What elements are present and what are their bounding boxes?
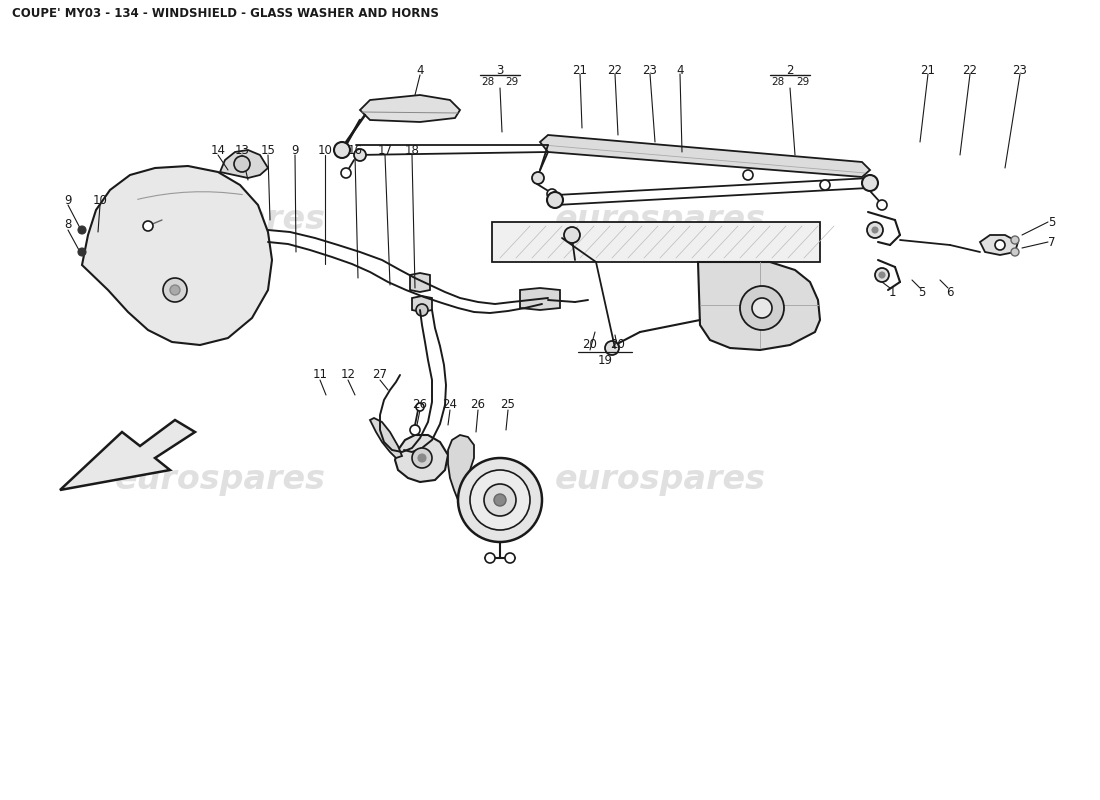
Polygon shape (82, 166, 272, 345)
Circle shape (234, 156, 250, 172)
Text: COUPE' MY03 - 134 - WINDSHIELD - GLASS WASHER AND HORNS: COUPE' MY03 - 134 - WINDSHIELD - GLASS W… (12, 7, 439, 20)
Text: 12: 12 (341, 369, 355, 382)
Text: 4: 4 (676, 63, 684, 77)
Circle shape (872, 227, 878, 233)
Circle shape (494, 494, 506, 506)
Polygon shape (520, 288, 560, 310)
Circle shape (820, 180, 830, 190)
Text: eurospares: eurospares (114, 463, 326, 497)
Text: 8: 8 (64, 218, 72, 231)
Text: 25: 25 (500, 398, 516, 411)
Text: 20: 20 (610, 338, 626, 351)
Circle shape (354, 149, 366, 161)
Text: 24: 24 (442, 398, 458, 411)
Circle shape (547, 192, 563, 208)
Text: 27: 27 (373, 369, 387, 382)
Text: 13: 13 (234, 143, 250, 157)
Text: 3: 3 (496, 63, 504, 77)
Circle shape (1011, 236, 1019, 244)
Text: 10: 10 (92, 194, 108, 206)
Circle shape (78, 248, 86, 256)
Text: 2: 2 (786, 63, 794, 77)
Circle shape (334, 142, 350, 158)
Text: 15: 15 (261, 143, 275, 157)
Text: 18: 18 (405, 143, 419, 157)
Circle shape (341, 168, 351, 178)
Text: 7: 7 (1048, 235, 1056, 249)
Circle shape (547, 189, 557, 199)
Circle shape (862, 175, 878, 191)
Text: 4: 4 (416, 63, 424, 77)
Text: 16: 16 (348, 143, 363, 157)
Circle shape (505, 553, 515, 563)
Text: 17: 17 (377, 143, 393, 157)
Circle shape (605, 341, 619, 355)
Text: 6: 6 (946, 286, 954, 298)
Circle shape (742, 170, 754, 180)
Circle shape (485, 553, 495, 563)
Text: 9: 9 (64, 194, 72, 206)
Circle shape (418, 454, 426, 462)
Text: 22: 22 (607, 63, 623, 77)
Polygon shape (370, 418, 402, 458)
Circle shape (740, 286, 784, 330)
Text: 5: 5 (1048, 215, 1056, 229)
Text: 22: 22 (962, 63, 978, 77)
Circle shape (1011, 248, 1019, 256)
Polygon shape (448, 435, 474, 500)
Text: 26: 26 (412, 398, 428, 411)
Circle shape (416, 304, 428, 316)
Circle shape (752, 298, 772, 318)
Text: 10: 10 (318, 143, 332, 157)
Text: 1: 1 (889, 286, 895, 298)
Text: 21: 21 (572, 63, 587, 77)
Circle shape (78, 226, 86, 234)
Text: 28: 28 (482, 77, 495, 87)
Polygon shape (412, 296, 432, 312)
Circle shape (867, 222, 883, 238)
Polygon shape (60, 420, 195, 490)
Text: 28: 28 (771, 77, 784, 87)
Circle shape (410, 425, 420, 435)
Circle shape (877, 200, 887, 210)
Polygon shape (540, 135, 870, 177)
Text: 19: 19 (597, 354, 613, 366)
Circle shape (532, 172, 544, 184)
Text: eurospares: eurospares (114, 203, 326, 237)
Polygon shape (492, 222, 820, 262)
Text: 29: 29 (796, 77, 810, 87)
Circle shape (484, 484, 516, 516)
Circle shape (412, 448, 432, 468)
Circle shape (879, 272, 886, 278)
Polygon shape (980, 235, 1018, 255)
Text: 5: 5 (918, 286, 926, 298)
Circle shape (470, 470, 530, 530)
Text: 26: 26 (471, 398, 485, 411)
Text: eurospares: eurospares (554, 203, 766, 237)
Polygon shape (395, 435, 448, 482)
Polygon shape (360, 95, 460, 122)
Text: eurospares: eurospares (554, 463, 766, 497)
Circle shape (416, 403, 424, 411)
Polygon shape (698, 262, 820, 350)
Text: 11: 11 (312, 369, 328, 382)
Circle shape (564, 227, 580, 243)
Text: 23: 23 (1013, 63, 1027, 77)
Circle shape (996, 240, 1005, 250)
Circle shape (458, 458, 542, 542)
Text: 14: 14 (210, 143, 225, 157)
Text: 21: 21 (921, 63, 935, 77)
Circle shape (874, 268, 889, 282)
Circle shape (170, 285, 180, 295)
Circle shape (163, 278, 187, 302)
Text: 29: 29 (505, 77, 518, 87)
Circle shape (143, 221, 153, 231)
Polygon shape (410, 273, 430, 292)
Text: 23: 23 (642, 63, 658, 77)
Text: 20: 20 (583, 338, 597, 351)
Text: 9: 9 (292, 143, 299, 157)
Polygon shape (220, 150, 268, 178)
